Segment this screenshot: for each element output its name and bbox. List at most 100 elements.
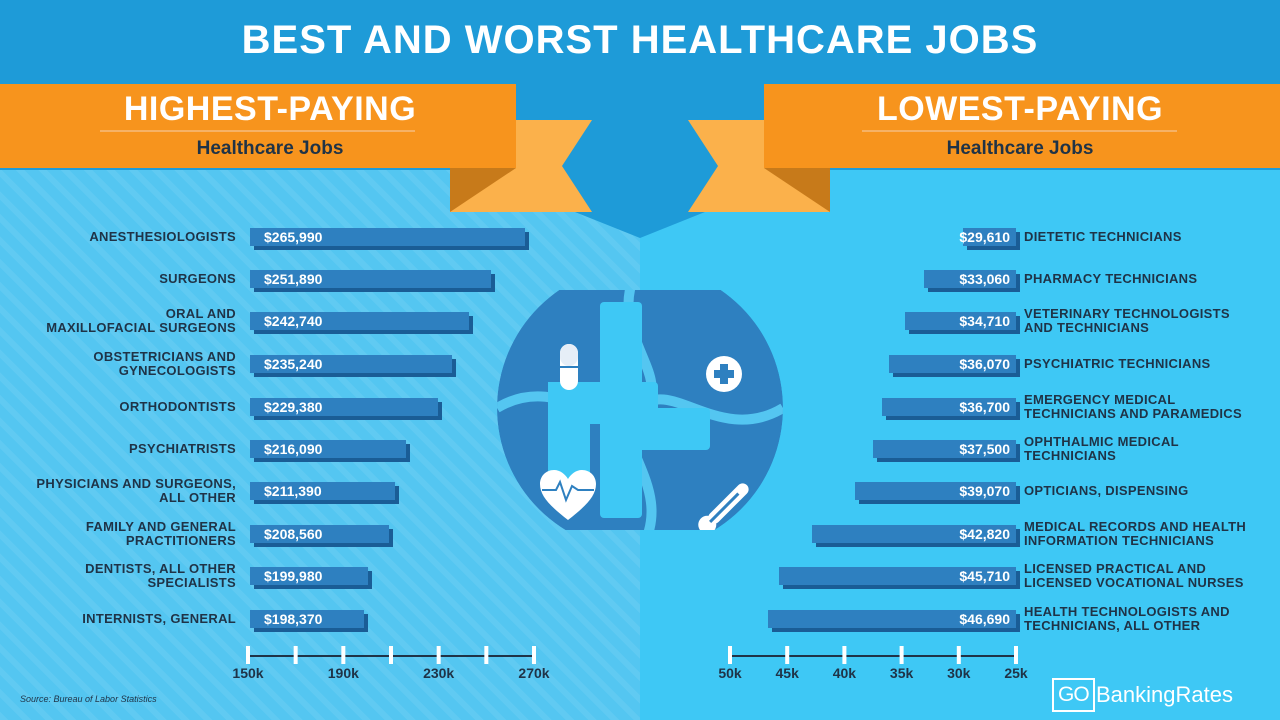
left-chart-category-label-line: FAMILY AND GENERAL (85, 519, 236, 534)
left-chart-category-label: ORAL AND MAXILLOFACIAL SURGEONS (6, 307, 236, 335)
left-chart-category-label-line: PRACTITIONERS (125, 533, 236, 548)
right-chart-category-label: PHARMACY TECHNICIANS (1024, 272, 1264, 286)
right-chart-category-label-line: TECHNICIANS AND PARAMEDICS (1024, 406, 1242, 421)
left-chart-category-label: PHYSICIANS AND SURGEONS, ALL OTHER (6, 477, 236, 505)
right-chart-bar (904, 312, 1016, 330)
right-chart-category-label-line: VETERINARY TECHNOLOGISTS (1024, 306, 1230, 321)
left-chart-bar-value: $265,990 (264, 229, 323, 245)
right-chart-category-label: LICENSED PRACTICAL AND LICENSED VOCATIONA… (1024, 562, 1264, 590)
left-chart-bar (250, 567, 369, 585)
left-chart-category-label: SURGEONS (6, 272, 236, 286)
left-chart-bar-value: $235,240 (264, 356, 323, 372)
right-chart-bar-value: $36,070 (959, 356, 1010, 372)
right-chart-category-label-line: LICENSED VOCATIONAL NURSES (1024, 575, 1244, 590)
right-chart-category-label-line: DIETETIC TECHNICIANS (1024, 229, 1182, 244)
right-chart-bar-value: $37,500 (959, 441, 1010, 457)
left-chart-bar-value: $208,560 (264, 526, 323, 542)
left-chart-category-label: ORTHODONTISTS (6, 400, 236, 414)
left-chart-category-label: DENTISTS, ALL OTHER SPECIALISTS (6, 562, 236, 590)
left-chart-axis (246, 646, 536, 664)
left-chart-bar (250, 440, 407, 458)
left-chart-category-label: PSYCHIATRISTS (6, 442, 236, 456)
left-chart-axis-tick (389, 646, 393, 664)
brand-name: BankingRates (1096, 682, 1233, 707)
left-chart-axis-tick-label: 230k (423, 665, 455, 681)
left-chart-axis-tick (532, 646, 536, 664)
right-chart-category-label: DIETETIC TECHNICIANS (1024, 230, 1264, 244)
right-chart-category-label: PSYCHIATRIC TECHNICIANS (1024, 357, 1264, 371)
right-chart-category-label: OPHTHALMIC MEDICAL TECHNICIANS (1024, 435, 1264, 463)
right-chart-bar (812, 525, 1016, 543)
right-chart-category-label-line: LICENSED PRACTICAL AND (1024, 561, 1207, 576)
left-chart-category-label-line: INTERNISTS, GENERAL (82, 611, 236, 626)
left-chart-bar (250, 398, 438, 416)
left-chart-category-label: FAMILY AND GENERAL PRACTITIONERS (6, 520, 236, 548)
medical-emblem (497, 290, 783, 530)
left-chart-axis-tick (484, 646, 489, 664)
right-chart-bar (963, 228, 1016, 246)
left-chart-axis-tick (293, 646, 298, 664)
left-ribbon-rule (100, 130, 415, 132)
left-chart-axis-tick (436, 646, 441, 664)
right-chart-category-label-line: INFORMATION TECHNICIANS (1024, 533, 1215, 548)
right-chart-bar (873, 440, 1016, 458)
right-chart-axis (728, 646, 1018, 664)
right-chart-axis-tick (728, 646, 732, 664)
left-chart-bar-value: $216,090 (264, 441, 323, 457)
left-chart-bar-value: $242,740 (264, 313, 323, 329)
left-chart-bar-value: $251,890 (264, 271, 323, 287)
right-chart-bar (923, 270, 1016, 288)
right-chart-axis-tick-label: 30k (947, 665, 971, 681)
left-chart-bar (250, 312, 470, 330)
right-chart-category-label-line: TECHNICIANS, ALL OTHER (1024, 618, 1201, 633)
left-ribbon-subheading: Healthcare Jobs (196, 138, 344, 159)
right-chart-category-label-line: MEDICAL RECORDS AND HEALTH (1024, 519, 1247, 534)
right-chart-bar (889, 355, 1016, 373)
right-chart-bar-value: $33,060 (959, 271, 1010, 287)
left-chart-category-label-line: ORTHODONTISTS (119, 399, 236, 414)
left-chart-bar (250, 525, 389, 543)
right-chart-bar (767, 610, 1016, 628)
left-chart-category-label-line: PSYCHIATRISTS (129, 441, 236, 456)
left-chart-category-label-line: OBSTETRICIANS AND (93, 349, 236, 364)
left-chart-category-label-line: PHYSICIANS AND SURGEONS, (36, 476, 236, 491)
capsule-icon (560, 344, 578, 390)
left-chart-category-label: INTERNISTS, GENERAL (6, 612, 236, 626)
left-chart-bar-value: $211,390 (264, 483, 322, 499)
ribbons (0, 84, 1280, 238)
right-ribbon-rule (862, 130, 1177, 132)
left-chart-category-label-line: ALL OTHER (159, 490, 236, 505)
left-chart-category-label: OBSTETRICIANS AND GYNECOLOGISTS (6, 350, 236, 378)
right-chart-axis-tick-label: 40k (832, 665, 857, 681)
left-chart-axis-tick (246, 646, 250, 664)
right-chart-bar-value: $39,070 (959, 483, 1010, 499)
right-chart-category-label-line: EMERGENCY MEDICAL (1024, 392, 1176, 407)
heart-monitor-icon (540, 470, 596, 520)
right-chart-category-label: HEALTH TECHNOLOGISTS AND TECHNICIANS, ALL… (1024, 605, 1264, 633)
right-chart-category-label: VETERINARY TECHNOLOGISTS AND TECHNICIANS (1024, 307, 1264, 335)
right-chart-bar-value: $36,700 (959, 399, 1010, 415)
right-chart-category-label-line: AND TECHNICIANS (1024, 320, 1150, 335)
right-chart-bar (855, 482, 1016, 500)
right-chart-axis-tick (899, 646, 904, 664)
right-chart-bar (882, 398, 1016, 416)
right-chart-axis-tick-label: 45k (775, 665, 799, 681)
right-chart-axis-tick (785, 646, 790, 664)
left-chart-category-label-line: SPECIALISTS (147, 575, 236, 590)
left-chart-bar (250, 228, 525, 246)
left-chart-axis-tick-label: 190k (327, 665, 359, 681)
right-chart-category-label-line: HEALTH TECHNOLOGISTS AND (1024, 604, 1230, 619)
right-chart-axis-tick (956, 646, 961, 664)
right-chart-bar (779, 567, 1016, 585)
right-chart-axis-tick-label: 25k (1004, 665, 1028, 681)
right-chart-axis-tick (842, 646, 847, 664)
medical-cross-icon (706, 356, 742, 392)
thermometer-icon (698, 483, 749, 530)
right-ribbon-heading: LOWEST-PAYING (876, 90, 1164, 128)
right-chart-axis-tick (1014, 646, 1018, 664)
right-chart-axis-tick-label: 50k (718, 665, 742, 681)
right-chart-bar-value: $42,820 (959, 526, 1010, 542)
right-chart-category-label: EMERGENCY MEDICAL TECHNICIANS AND PARAMED… (1024, 393, 1264, 421)
left-chart-category-label-line: ANESTHESIOLOGISTS (89, 229, 236, 244)
right-chart-axis-tick-label: 35k (889, 665, 914, 681)
